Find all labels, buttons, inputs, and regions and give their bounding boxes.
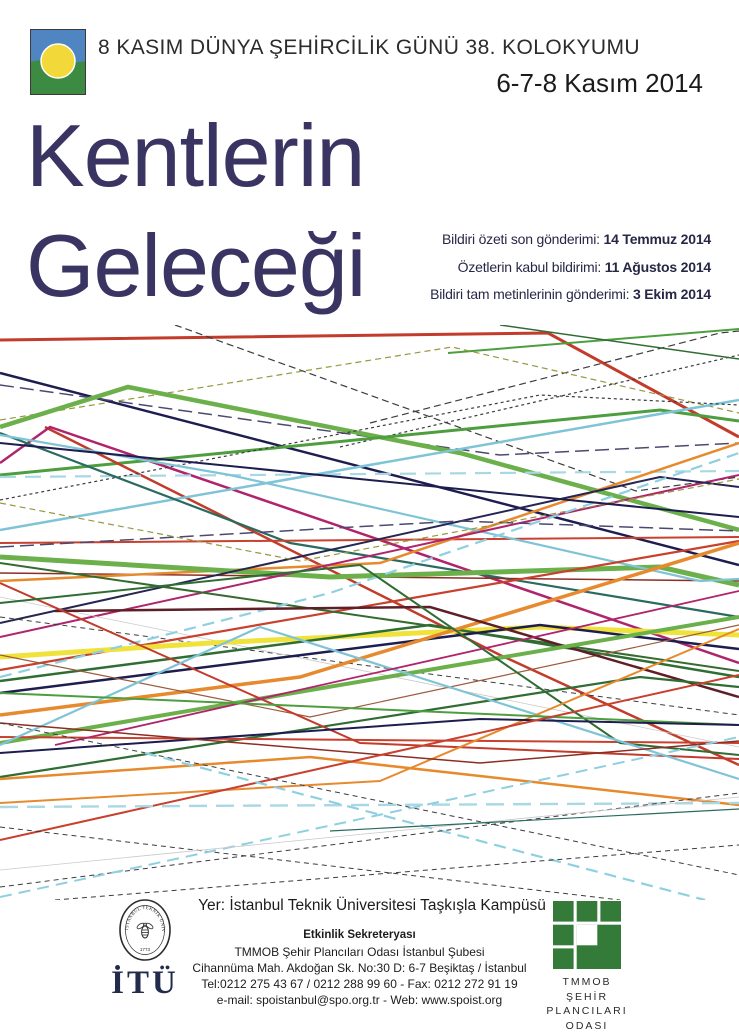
secretariat-block: Etkinlik Sekreteryası TMMOB Şehir Plancı… [120,929,599,1008]
event-dates: 6-7-8 Kasım 2014 [496,68,703,98]
deadline-label: Bildiri özeti son gönderimi: [442,231,604,247]
deadline-date: 14 Temmuz 2014 [603,231,712,247]
deadline-date: 3 Ekim 2014 [633,286,711,302]
secretariat-email-web: e-mail: spoistanbul@spo.org.tr - Web: ww… [216,993,503,1007]
secretariat-title: Etkinlik Sekreteryası [303,929,416,941]
bee-icon [136,922,154,939]
secretariat-address: Cihannüma Mah. Akdoğan Sk. No:30 D: 6-7 … [192,961,527,975]
itu-seal-year: 1773 [140,947,151,952]
deadline-date: 11 Ağustos 2014 [604,258,711,275]
secretariat-org: TMMOB Şehir Plancıları Odası İstanbul Şu… [234,945,485,959]
itu-seal-icon: İSTANBUL TEKNİK ÜNİVERSİTESİ 1773 [116,894,171,961]
deadline-abstract-acceptance: Özetlerin kabul bildirimi: 11 Ağustos 20… [430,254,712,282]
tmmob-line-3: PLANCILARI [546,1005,628,1017]
deadline-label: Özetlerin kabul bildirimi: [457,258,605,275]
tmmob-line-1: TMMOB [562,976,612,988]
main-title-line2: Geleceği [26,216,366,315]
deadline-label: Bildiri tam metinlerinin gönderimi: [430,286,634,302]
deadline-abstract-submission: Bildiri özeti son gönderimi: 14 Temmuz 2… [430,226,711,254]
deadline-list: Bildiri özeti son gönderimi: 14 Temmuz 2… [430,226,711,309]
deadline-full-paper: Bildiri tam metinlerinin gönderimi: 3 Ek… [430,281,711,309]
secretariat-phone-fax: Tel:0212 275 43 67 / 0212 288 99 60 - Fa… [201,977,518,991]
main-title-line1: Kentlerin [26,106,365,205]
colloquium-title: 8 KASIM DÜNYA ŞEHİRCİLİK GÜNÜ 38. KOLOKY… [98,36,640,59]
abstract-line-art [0,325,739,900]
venue-line: Yer: İstanbul Teknik Üniversitesi Taşkış… [198,897,546,914]
itu-label: İTÜ [111,965,179,1001]
tmmob-line-2: ŞEHİR [565,990,609,1003]
tmmob-logo-block: TMMOB ŞEHİR PLANCILARI ODASI [540,901,634,1033]
tmmob-line-4: ODASI [565,1019,609,1032]
colloquium-sun-logo-icon [30,29,86,95]
tmmob-squares-icon [553,901,621,969]
itu-logo-block: İSTANBUL TEKNİK ÜNİVERSİTESİ 1773 İTÜ [102,894,188,1002]
